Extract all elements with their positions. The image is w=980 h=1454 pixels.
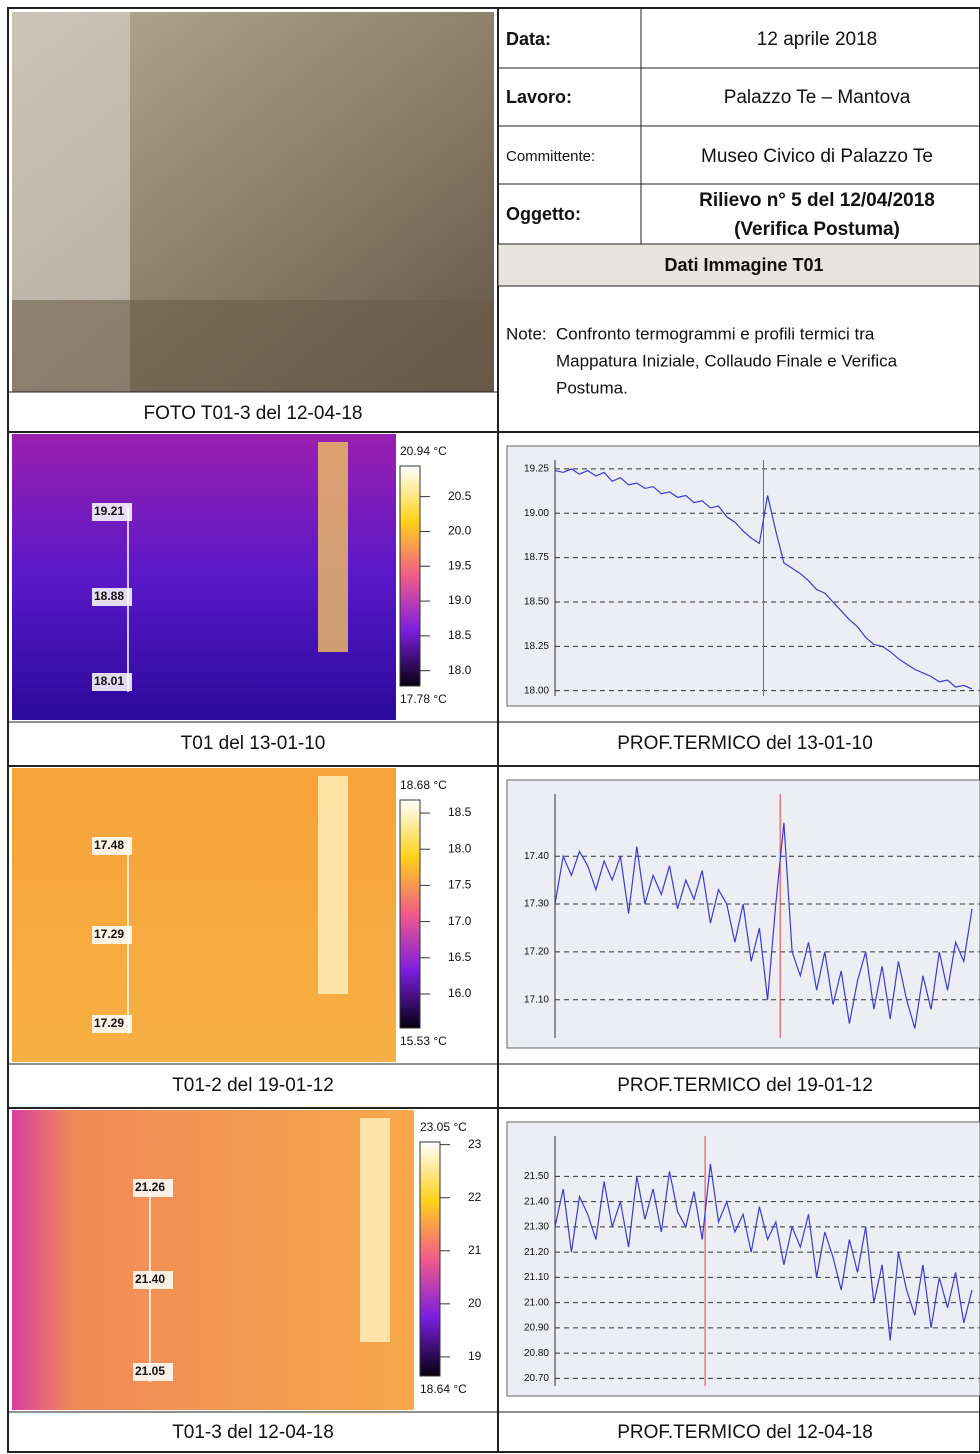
- scale-min: 15.53 °C: [400, 1034, 447, 1048]
- scale-max: 23.05 °C: [420, 1120, 467, 1134]
- photo-floor: [12, 300, 494, 392]
- caption: PROF.TERMICO del 13-01-10: [617, 733, 873, 754]
- scale-tick-label: 18.5: [448, 628, 472, 642]
- scale-min: 17.78 °C: [400, 692, 447, 706]
- caption: PROF.TERMICO del 19-01-12: [617, 1075, 873, 1096]
- caption: T01 del 13-01-10: [181, 733, 326, 754]
- scale-min: 18.64 °C: [420, 1382, 467, 1396]
- y-tick-label: 21.20: [524, 1247, 549, 1258]
- spot-label: 21.05: [135, 1364, 165, 1378]
- y-tick-label: 18.00: [524, 685, 549, 696]
- color-scale: [400, 466, 420, 686]
- spot-label: 17.29: [94, 927, 124, 941]
- value: (Verifica Postuma): [734, 219, 900, 240]
- scale-max: 20.94 °C: [400, 444, 447, 458]
- y-tick-label: 20.70: [524, 1373, 549, 1384]
- y-tick-label: 18.25: [524, 641, 549, 652]
- y-tick-label: 21.30: [524, 1222, 549, 1233]
- y-tick-label: 17.10: [524, 994, 549, 1005]
- color-scale: [400, 800, 420, 1028]
- y-tick-label: 18.75: [524, 552, 549, 563]
- y-tick-label: 19.00: [524, 508, 549, 519]
- y-tick-label: 20.90: [524, 1323, 549, 1334]
- caption: T01-2 del 19-01-12: [172, 1075, 334, 1096]
- section-title: Dati Immagine T01: [664, 255, 823, 275]
- y-tick-label: 21.10: [524, 1272, 549, 1283]
- y-tick-label: 21.40: [524, 1196, 549, 1207]
- value: Museo Civico di Palazzo Te: [701, 146, 933, 167]
- scale-tick-label: 16.0: [448, 986, 472, 1000]
- color-scale: [420, 1142, 440, 1376]
- chart-box: [507, 446, 980, 706]
- label: Data:: [506, 29, 551, 49]
- scale-tick-label: 21: [468, 1243, 482, 1257]
- y-tick-label: 20.80: [524, 1348, 549, 1359]
- value: 12 aprile 2018: [757, 29, 877, 50]
- spot-label: 21.40: [135, 1272, 165, 1286]
- scale-tick-label: 20: [468, 1296, 482, 1310]
- y-tick-label: 19.25: [524, 464, 549, 475]
- label: Lavoro:: [506, 87, 572, 107]
- thermal-pillar: [360, 1118, 390, 1342]
- scale-tick-label: 19.0: [448, 593, 472, 607]
- thermal-pillar: [318, 442, 348, 652]
- note-line: Mappatura Iniziale, Collaudo Finale e Ve…: [556, 351, 898, 370]
- label: Committente:: [506, 148, 595, 165]
- chart-box: [507, 1122, 980, 1396]
- thermal-pillar: [318, 776, 348, 994]
- y-tick-label: 21.50: [524, 1171, 549, 1182]
- spot-label: 17.48: [94, 838, 124, 852]
- y-tick-label: 17.20: [524, 947, 549, 958]
- spot-label: 18.88: [94, 589, 124, 603]
- y-tick-label: 18.50: [524, 597, 549, 608]
- value: Rilievo n° 5 del 12/04/2018: [699, 190, 935, 211]
- note-line: Confronto termogrammi e profili termici …: [556, 324, 875, 343]
- spot-label: 17.29: [94, 1016, 124, 1030]
- y-tick-label: 17.40: [524, 851, 549, 862]
- note-line: Postuma.: [556, 378, 628, 397]
- spot-label: 18.01: [94, 674, 124, 688]
- spot-label: 21.26: [135, 1180, 165, 1194]
- spot-label: 19.21: [94, 504, 124, 518]
- scale-tick-label: 18.5: [448, 805, 472, 819]
- scale-max: 18.68 °C: [400, 778, 447, 792]
- scale-tick-label: 23: [468, 1137, 482, 1151]
- thermal-image: [12, 1110, 414, 1410]
- scale-tick-label: 19: [468, 1349, 482, 1363]
- scale-tick-label: 19.5: [448, 558, 472, 572]
- page: Data: 12 aprile 2018 Lavoro: Palazzo Te …: [0, 0, 980, 1454]
- scale-tick-label: 16.5: [448, 950, 472, 964]
- scale-tick-label: 20.0: [448, 524, 472, 538]
- scale-tick-label: 20.5: [448, 489, 472, 503]
- value: Palazzo Te – Mantova: [724, 87, 911, 108]
- scale-tick-label: 18.0: [448, 841, 472, 855]
- scale-tick-label: 17.0: [448, 914, 472, 928]
- y-tick-label: 21.00: [524, 1297, 549, 1308]
- label: Oggetto:: [506, 204, 581, 224]
- scale-tick-label: 18.0: [448, 663, 472, 677]
- caption: PROF.TERMICO del 12-04-18: [617, 1422, 873, 1443]
- scale-tick-label: 17.5: [448, 878, 472, 892]
- scale-tick-label: 22: [468, 1190, 482, 1204]
- caption: FOTO T01-3 del 12-04-18: [144, 403, 363, 424]
- caption: T01-3 del 12-04-18: [172, 1422, 334, 1443]
- y-tick-label: 17.30: [524, 899, 549, 910]
- note-label: Note:: [506, 324, 547, 343]
